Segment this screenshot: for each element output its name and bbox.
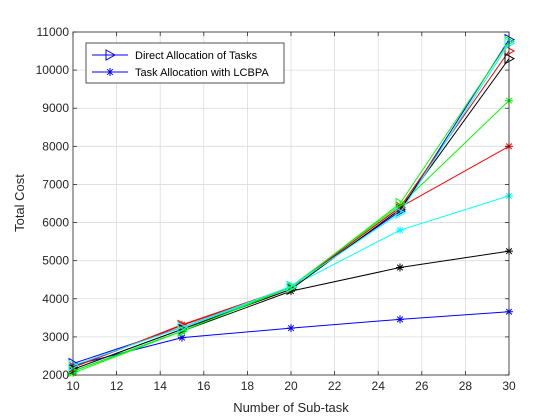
y-tick-label: 10000 bbox=[36, 63, 70, 77]
y-tick-label: 2000 bbox=[42, 368, 69, 382]
star-marker bbox=[106, 68, 114, 76]
x-tick-label: 26 bbox=[415, 379, 429, 393]
triangle-marker bbox=[395, 197, 407, 210]
y-tick-label: 3000 bbox=[42, 330, 69, 344]
axis-ticks: 10 12 14 16 18 20 22 24 26 28 30 2000 3000 4000 5000 60… bbox=[36, 25, 516, 393]
y-tick-label: 5000 bbox=[42, 254, 69, 268]
x-tick-label: 16 bbox=[197, 379, 211, 393]
legend-box bbox=[85, 42, 285, 84]
x-tick-label: 30 bbox=[502, 379, 516, 393]
series-line bbox=[72, 43, 510, 366]
x-tick-label: 14 bbox=[154, 379, 168, 393]
star-marker-stroke bbox=[287, 324, 295, 332]
series-line bbox=[72, 41, 510, 372]
triangle-marker bbox=[504, 37, 516, 50]
y-tick-label: 7000 bbox=[42, 177, 69, 191]
y-axis-title: Total Cost bbox=[12, 174, 27, 232]
star-marker bbox=[396, 263, 404, 272]
triangle-marker bbox=[504, 52, 516, 65]
y-tick-label: 11000 bbox=[37, 25, 70, 39]
legend-label: Direct Allocation of Tasks bbox=[135, 50, 258, 62]
y-tick-label: 8000 bbox=[42, 139, 69, 153]
triangle-marker bbox=[286, 280, 298, 293]
triangle-marker bbox=[504, 45, 516, 57]
triangle-marker bbox=[395, 207, 407, 219]
x-tick-label: 24 bbox=[372, 379, 386, 393]
star-marker bbox=[396, 315, 404, 324]
x-axis-title: Number of Sub-task bbox=[233, 400, 349, 415]
x-tick-label: 20 bbox=[284, 379, 298, 393]
x-tick-label: 10 bbox=[66, 379, 80, 393]
x-tick-label: 28 bbox=[459, 379, 473, 393]
star-marker-stroke bbox=[396, 227, 404, 234]
triangle-marker bbox=[68, 359, 80, 372]
legend: Direct Allocation of Tasks Task Allocatio… bbox=[85, 42, 285, 84]
y-tick-label: 6000 bbox=[42, 216, 69, 230]
star-marker bbox=[396, 226, 404, 235]
star-marker-stroke bbox=[106, 68, 114, 76]
y-tick-label: 4000 bbox=[42, 292, 69, 306]
x-tick-label: 18 bbox=[241, 379, 255, 393]
star-marker-stroke bbox=[178, 334, 186, 341]
series-10 bbox=[68, 37, 516, 372]
x-tick-label: 12 bbox=[110, 379, 124, 393]
star-marker bbox=[287, 324, 295, 333]
triangle-marker bbox=[68, 365, 80, 378]
legend-item: Direct Allocation of Tasks bbox=[92, 49, 258, 62]
legend-item: Task Allocation with LCBPA bbox=[92, 67, 269, 79]
triangle-marker bbox=[177, 321, 189, 334]
star-marker-stroke bbox=[396, 264, 404, 271]
legend-label: Task Allocation with LCBPA bbox=[135, 67, 269, 79]
triangle-marker bbox=[105, 49, 117, 61]
y-tick-label: 9000 bbox=[42, 101, 69, 115]
star-marker-stroke bbox=[396, 316, 404, 323]
x-tick-label: 22 bbox=[328, 379, 342, 393]
